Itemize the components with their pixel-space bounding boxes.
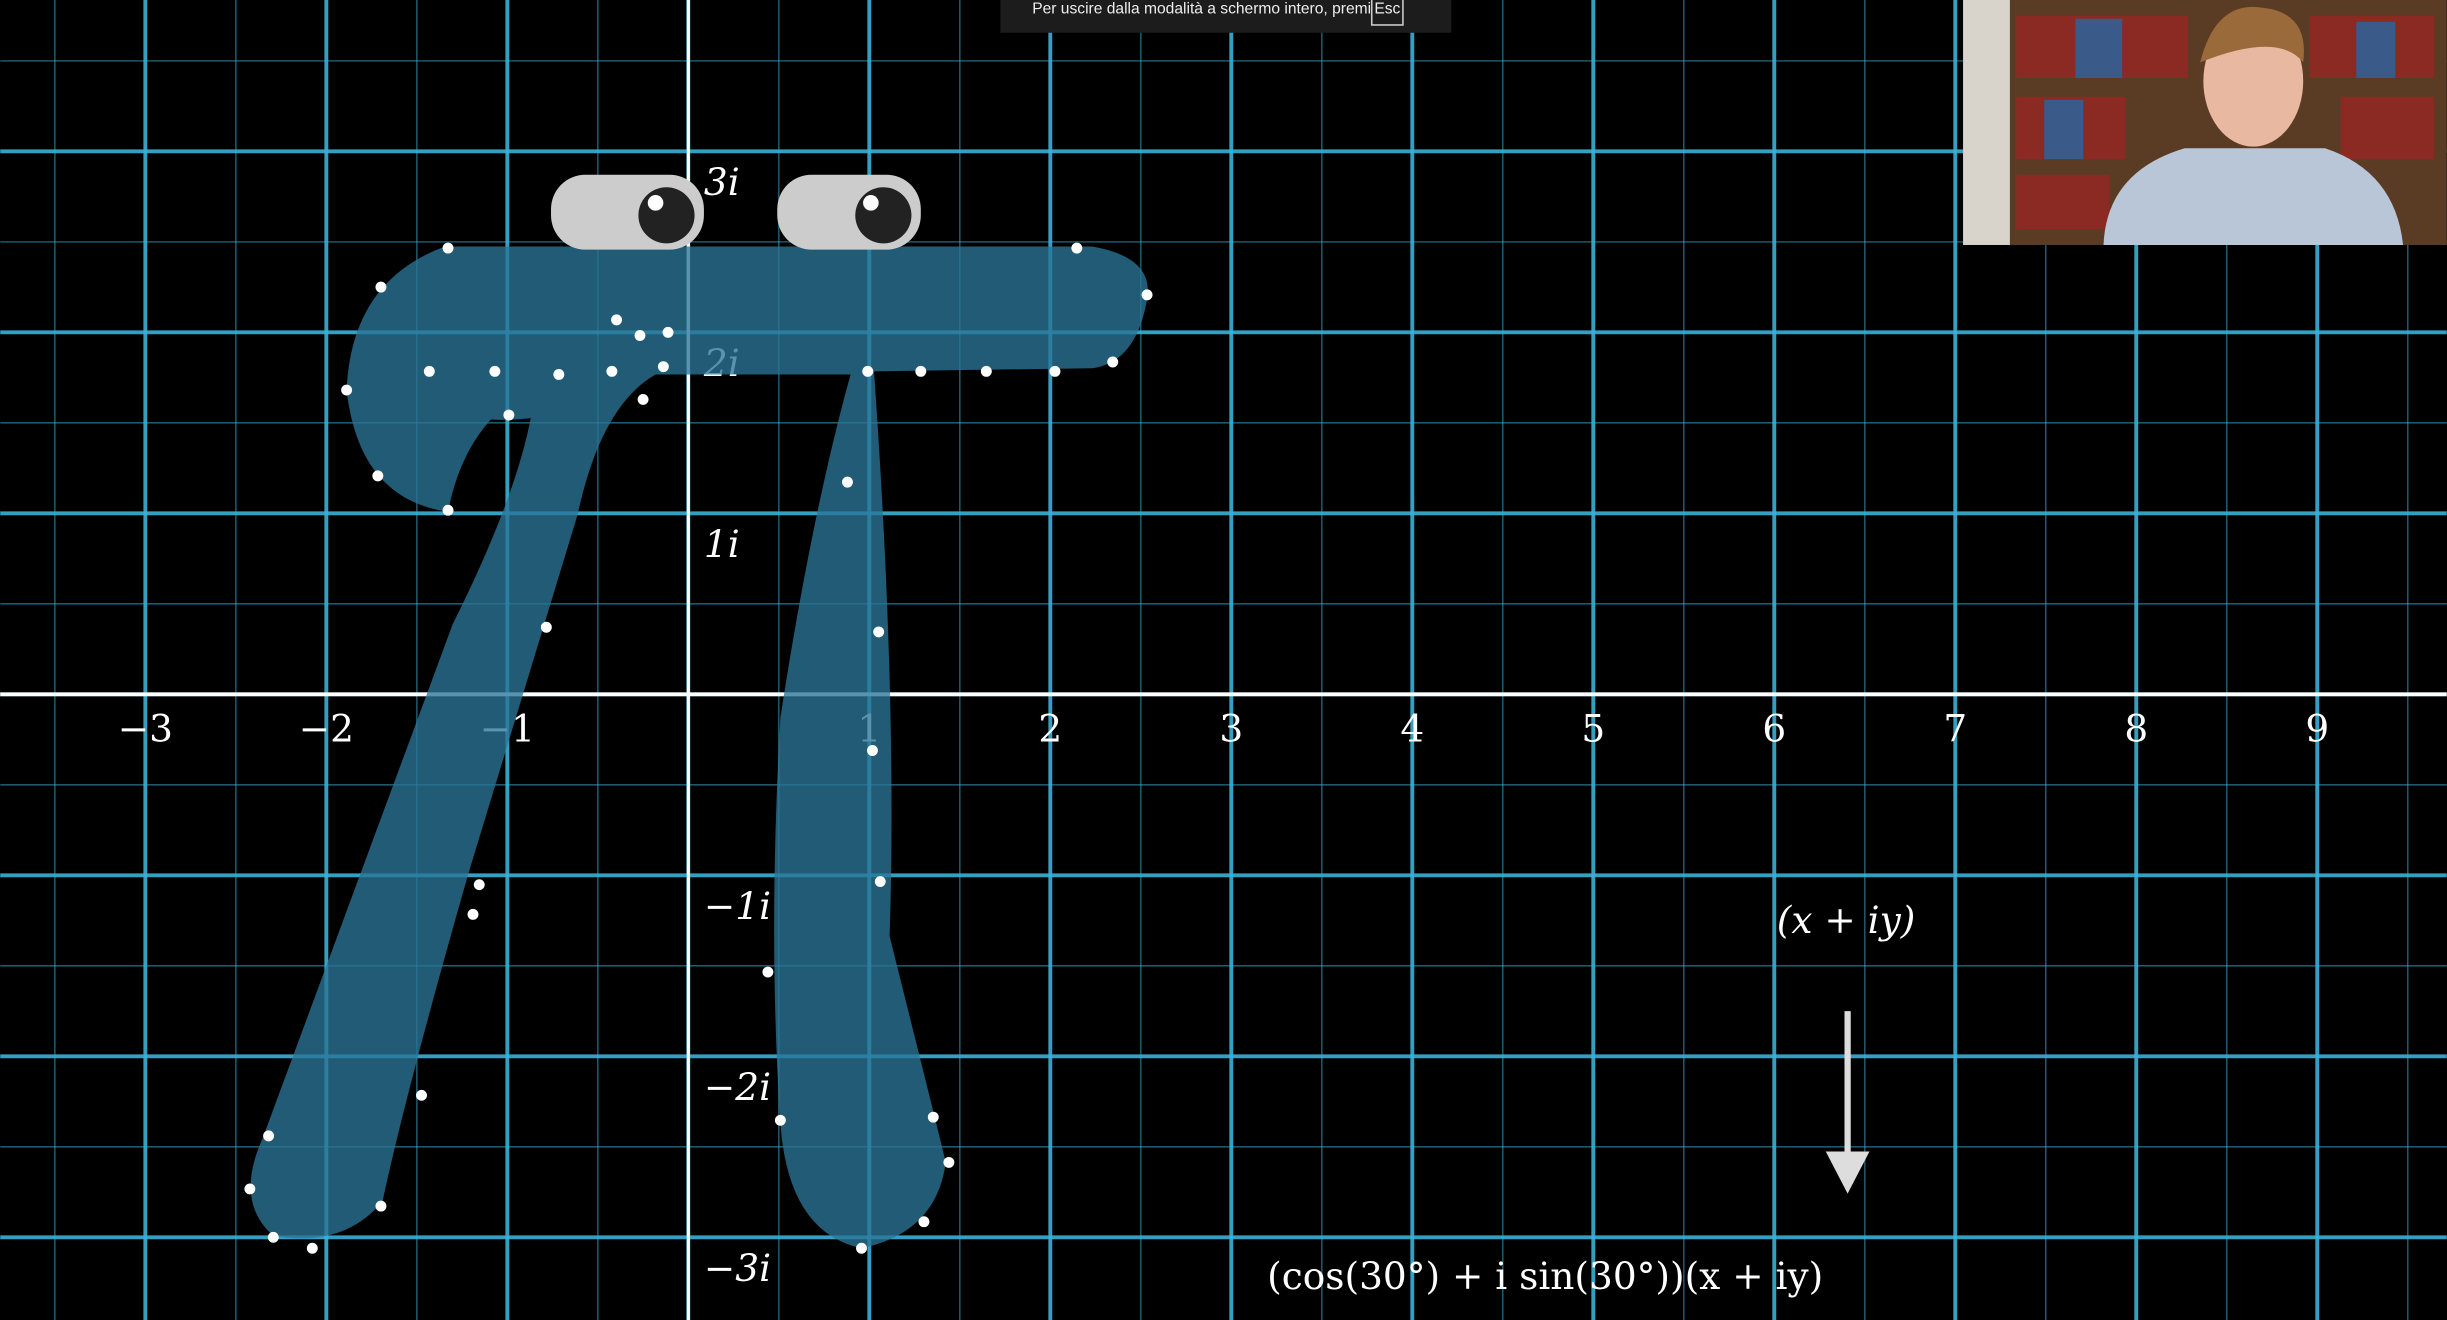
x-axis-label: 7 [1943, 706, 1967, 750]
x-axis-label: −2 [299, 706, 354, 750]
x-axis-label: 4 [1400, 706, 1424, 750]
hair [2200, 6, 2304, 63]
formula-input: (x + iy) [1777, 898, 1916, 942]
esc-key[interactable]: Esc [1374, 0, 1400, 17]
arrow-head [1825, 1151, 1870, 1194]
right-glint [863, 195, 879, 211]
left-glint [647, 195, 664, 211]
left-pupil [638, 187, 695, 244]
notice-text: Per uscire dalla modalità a schermo inte… [1032, 0, 1371, 17]
y-axis-label: 3i [704, 160, 740, 204]
x-axis-label: 6 [1762, 706, 1786, 750]
x-axis-label: 2 [1038, 706, 1062, 750]
notice-bar [1000, 0, 1452, 33]
wall [1963, 0, 2010, 245]
control-points [244, 242, 1153, 1254]
y-axis-label: −2i [704, 1065, 771, 1109]
x-axis-label: 9 [2305, 706, 2329, 750]
x-axis-label: 8 [2124, 706, 2148, 750]
webcam [1963, 0, 2447, 245]
right-pupil [855, 187, 912, 244]
y-axis-label: −1i [704, 884, 771, 928]
x-axis-label: −3 [118, 706, 173, 750]
esc-box [1370, 0, 1404, 26]
fullscreen-notice: Per uscire dalla modalità a schermo inte… [1000, 0, 1452, 33]
formula-rotation: (cos(30°) + i sin(30°))(x + iy) [1267, 1254, 1823, 1298]
x-axis-label: 3 [1219, 706, 1243, 750]
y-axis-label: −3i [704, 1246, 771, 1290]
shirt [2103, 148, 2404, 245]
pi-body [250, 246, 1148, 1249]
y-axis-label: 1i [704, 522, 740, 566]
pi-creature [250, 174, 1148, 1249]
x-axis-label: 5 [1581, 706, 1605, 750]
